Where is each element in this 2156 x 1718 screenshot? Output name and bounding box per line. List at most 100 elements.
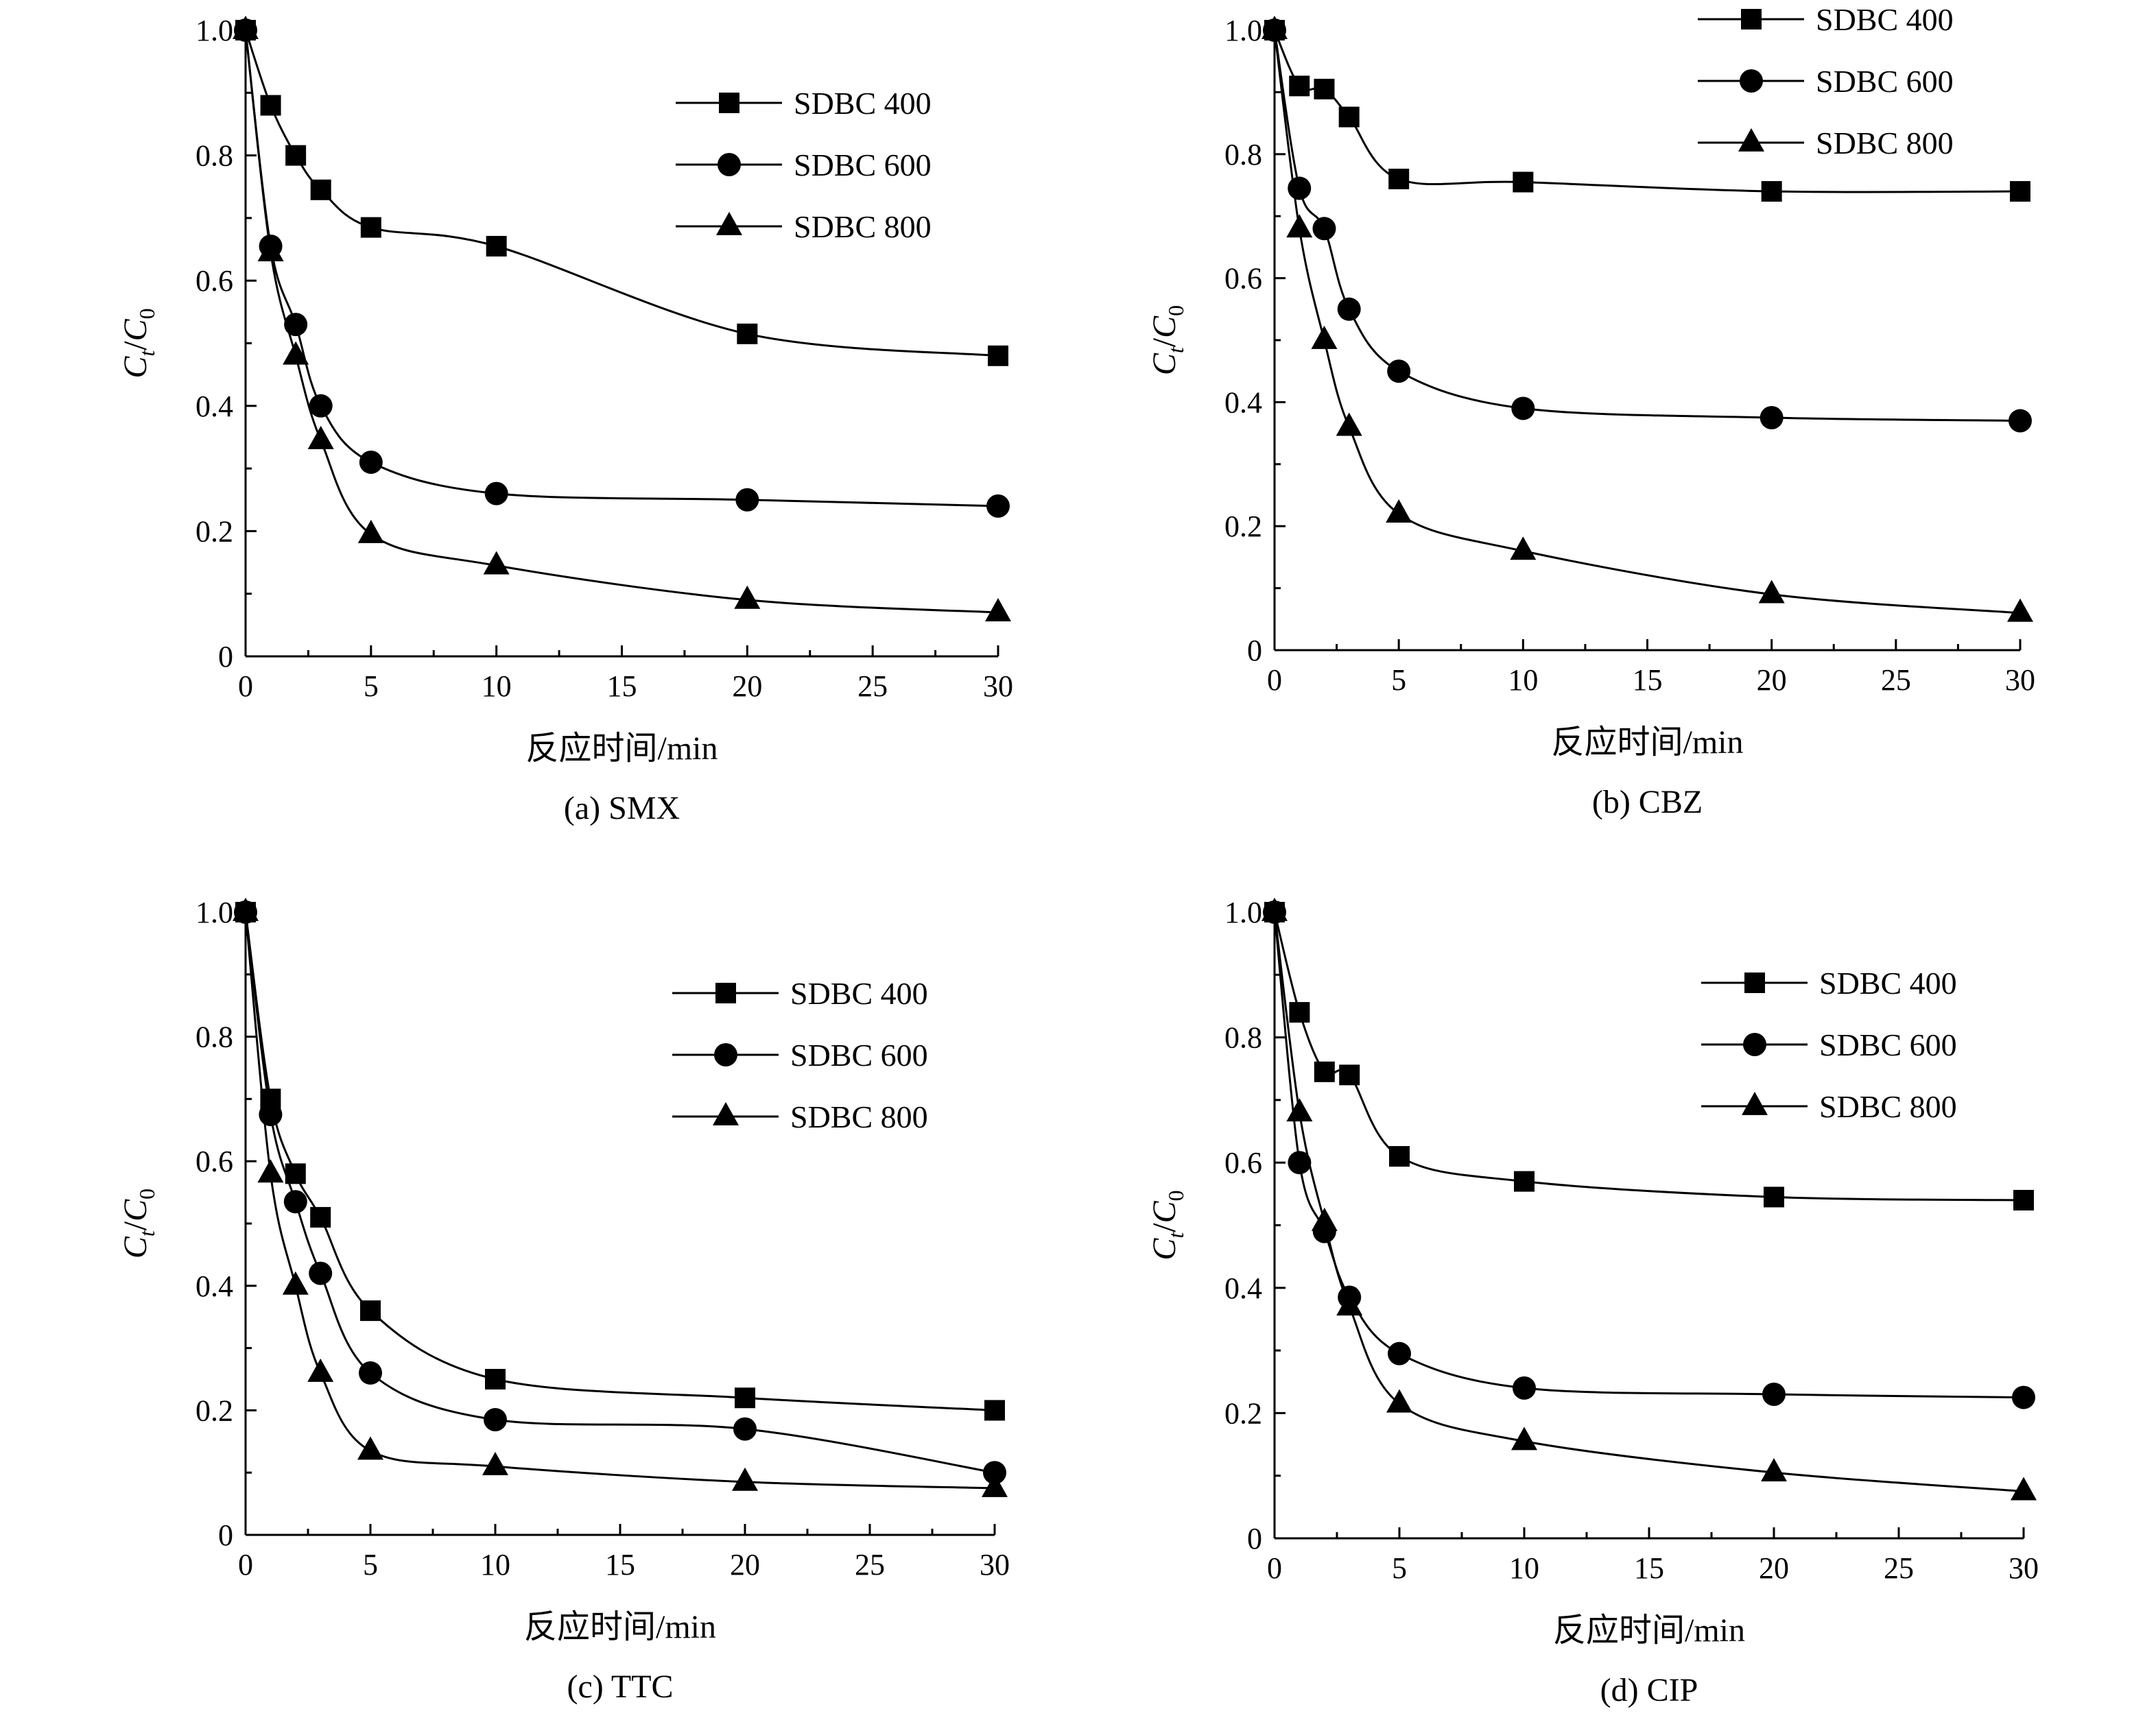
y-axis-label-slash: / [117,341,154,350]
marker-square-1 [1289,75,1310,97]
y-axis-label-main2: C [1146,315,1183,338]
y-tick-label: 0 [1247,634,1262,667]
marker-triangle-5 [1510,536,1537,560]
marker-triangle-0 [1261,897,1288,921]
legend: SDBC 400 SDBC 600 SDBC 800 [676,86,932,244]
marker-triangle-1 [1286,1098,1313,1122]
marker-square-2 [1314,1061,1335,1082]
marker-triangle-3 [1336,412,1362,436]
series-line [244,29,999,357]
y-tick-label: 0.8 [1224,138,1262,171]
x-tick-label: 20 [732,669,762,703]
x-tick-label: 20 [1757,663,1787,697]
x-axis-label: 反应时间/min [524,1609,716,1645]
marker-square-6 [735,1387,755,1409]
x-tick-label: 25 [1884,1551,1914,1585]
marker-square-5 [1513,171,1534,193]
marker-triangle-4 [1386,499,1412,523]
legend-label: SDBC 400 [1816,2,1954,37]
marker-triangle-3 [1336,1292,1363,1316]
marker-triangle-7 [2007,598,2033,622]
marker-triangle-2 [1311,1207,1338,1231]
y-tick-label: 0.2 [1224,510,1262,543]
series-line [1273,911,2024,1202]
y-axis-label-main2: C [117,318,154,341]
marker-triangle-2 [1311,325,1338,349]
y-axis-label-main1: C [117,356,154,379]
marker-circle-5 [484,1408,507,1432]
marker-square-4 [1388,168,1410,189]
x-tick-label: 25 [1881,663,1911,697]
marker-triangle-7 [982,1473,1008,1497]
marker-circle-6 [1760,406,1784,429]
legend-label: SDBC 600 [794,147,932,182]
marker-circle-1 [1288,1151,1312,1175]
marker-square-3 [310,179,331,200]
x-tick-label: 30 [2009,1551,2039,1585]
x-axis-label: 反应时间/min [525,730,718,767]
panel-b: 0 5 10 15 20 25 3000.20.40.60.81.0Ct/C0反应时间/mi… [1146,2,2035,820]
y-axis-label: Ct/C0 [117,1189,159,1258]
series-sdbc-600 [234,900,1006,1485]
y-tick-label: 0.8 [196,139,233,173]
marker-circle-3 [309,394,333,418]
y-axis-label: Ct/C0 [1146,1190,1188,1260]
marker-circle-legend-1 [1740,69,1763,93]
y-tick-label: 0.6 [1224,262,1262,296]
marker-triangle-5 [482,1452,508,1476]
panel-d: 0 5 10 15 20 25 3000.20.40.60.81.0Ct/C0反应时间/mi… [1146,896,2039,1708]
marker-triangle-6 [732,1467,758,1491]
marker-triangle-legend-2 [1738,128,1764,152]
y-axis-label-sub1: t [1163,346,1188,353]
y-tick-label: 0.4 [1224,385,1262,419]
marker-triangle-2 [283,341,309,365]
y-axis-label-main2: C [117,1199,154,1221]
series-line [1273,29,2021,615]
marker-triangle-6 [1758,580,1785,604]
marker-square-6 [1761,181,1782,202]
marker-circle-2 [1312,217,1336,241]
y-axis-label-sub2: 0 [134,1189,159,1200]
x-tick-label: 5 [1392,1551,1407,1585]
marker-triangle-4 [357,1436,383,1460]
marker-square-3 [310,1206,331,1228]
x-tick-label: 5 [363,1548,378,1582]
marker-circle-6 [733,1417,757,1441]
y-tick-label: 0 [1247,1522,1262,1555]
marker-square-1 [260,95,281,116]
y-tick-label: 0 [218,1518,233,1552]
legend-label: SDBC 400 [794,86,932,121]
series-sdbc-800 [233,15,1011,622]
marker-circle-4 [1388,1341,1411,1365]
marker-triangle-7 [2011,1477,2037,1501]
marker-square-2 [1314,78,1335,99]
marker-circle-3 [309,1261,333,1285]
panel-a: 0 5 10 15 20 25 3000.20.40.60.81.0Ct/C0反应时间/mi… [117,14,1013,826]
x-axis-label: 反应时间/min [1551,724,1743,761]
y-axis-label-sub1: t [1163,1232,1188,1239]
legend-label: SDBC 600 [1816,64,1954,99]
marker-square-5 [1514,1171,1535,1192]
y-tick-label: 1.0 [1224,896,1262,929]
legend-label: SDBC 400 [1819,966,1957,1001]
legend-label: SDBC 800 [1819,1089,1957,1124]
marker-circle-2 [284,313,308,337]
series-line [1273,29,2021,193]
marker-triangle-2 [282,1271,309,1295]
y-tick-label: 0.4 [196,1269,233,1303]
y-axis-label-sub1: t [134,350,159,357]
panel-caption: (d) CIP [1600,1672,1698,1708]
marker-triangle-0 [1261,15,1288,39]
series-sdbc-400 [1264,902,2034,1210]
marker-circle-5 [1511,396,1535,420]
x-tick-label: 0 [238,669,253,703]
marker-square-6 [737,323,758,344]
marker-square-6 [1764,1186,1784,1208]
x-axis-label: 反应时间/min [1553,1612,1745,1649]
series-sdbc-800 [233,897,1008,1497]
marker-triangle-1 [257,1159,284,1183]
marker-triangle-3 [307,425,334,449]
marker-triangle-1 [1286,214,1313,238]
marker-circle-1 [1288,176,1312,200]
y-tick-label: 1.0 [1224,14,1262,47]
